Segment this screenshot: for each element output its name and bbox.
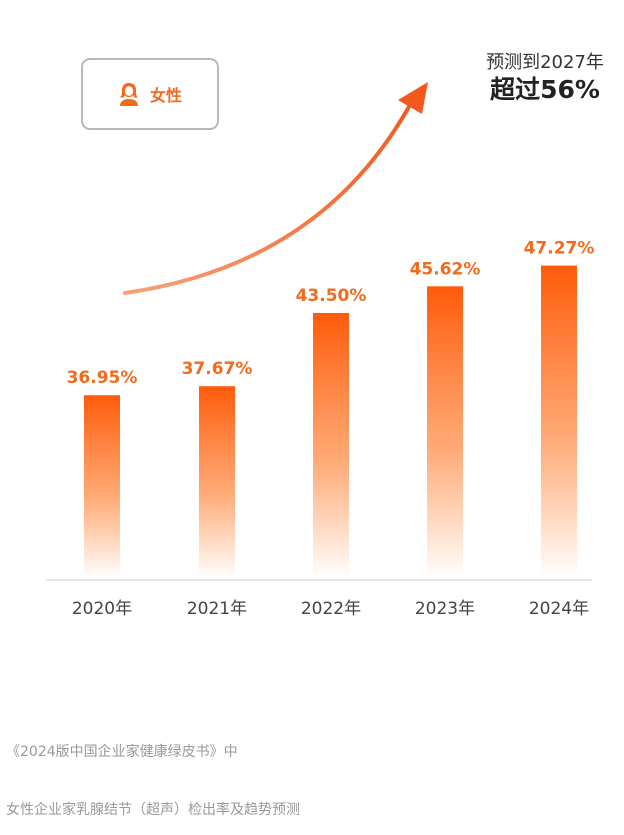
x-tick-label: 2024年 [529,599,589,619]
bar-value-label: 43.50% [296,286,367,306]
source-caption: 《2024版中国企业家健康绿皮书》中 [6,744,238,760]
bar-value-label: 45.62% [410,259,481,279]
bar-2022年 [313,312,349,578]
bar-2020年 [84,395,120,578]
bar-2024年 [541,265,577,578]
bar-value-label: 37.67% [182,359,253,379]
trend-arrow-head [398,82,428,114]
bar-value-label: 47.27% [524,239,595,259]
bars-group: 36.95% 2020年 37.67% 2021年 43.50% 2022年 45.62% 2… [67,239,595,619]
chart-title-caption: 女性企业家乳腺结节（超声）检出率及趋势预测 [6,802,300,818]
legend: 女性 [81,58,219,130]
x-tick-label: 2020年 [72,599,132,619]
x-tick-label: 2022年 [301,599,361,619]
forecast-annotation: 预测到2027年 超过56% [470,52,620,106]
female-user-icon [118,81,140,107]
x-tick-label: 2023年 [415,599,475,619]
forecast-value-text: 超过56% [490,75,600,104]
bar-2021年 [199,386,235,578]
legend-label: 女性 [149,86,182,105]
trend-arrow-curve [123,103,412,295]
bar-value-label: 36.95% [67,368,138,388]
forecast-year-text: 预测到2027年 [486,52,604,73]
bar-2023年 [427,286,463,578]
x-tick-label: 2021年 [187,599,247,619]
